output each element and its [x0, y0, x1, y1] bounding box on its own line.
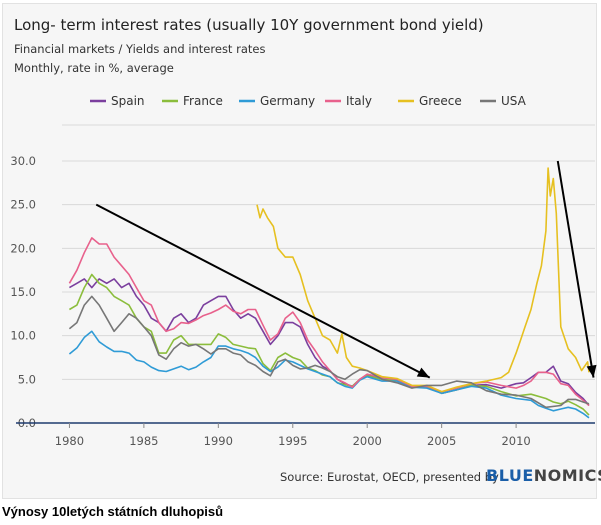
series-line-greece: [256, 167, 590, 393]
trend-arrow-line: [95, 203, 431, 379]
y-tick-label: 20.0: [10, 241, 36, 255]
legend-label-italy[interactable]: Italy: [346, 94, 372, 108]
image-caption: Výnosy 10letých státních dluhopisů: [2, 504, 224, 519]
series-line-germany: [68, 330, 590, 419]
y-tick-label: 25.0: [10, 198, 36, 212]
series-line-usa: [68, 295, 590, 409]
x-tick-label: 2010: [501, 434, 530, 448]
x-tick-label: 1990: [204, 434, 233, 448]
trend-arrow-head: [586, 364, 597, 378]
x-tick-label: 1985: [129, 434, 158, 448]
legend-label-greece[interactable]: Greece: [419, 94, 462, 108]
chart-frame: [2, 3, 597, 499]
y-tick-label: 10.0: [10, 329, 36, 343]
x-tick-label: 1980: [55, 434, 84, 448]
chart-subtitle-units: Monthly, rate in %, average: [14, 61, 174, 75]
x-tick-label: 2000: [353, 434, 382, 448]
brand-prefix: BLUE: [486, 466, 534, 485]
y-tick-label: 30.0: [10, 154, 36, 168]
trend-arrow-line: [556, 160, 595, 378]
y-tick-label: 5.0: [18, 372, 36, 386]
legend-label-france[interactable]: France: [183, 94, 223, 108]
trend-arrow-head: [416, 367, 430, 378]
y-tick-label: 15.0: [10, 285, 36, 299]
chart-title: Long- term interest rates (usually 10Y g…: [14, 16, 484, 34]
series-line-spain: [69, 278, 590, 407]
x-tick-label: 2005: [427, 434, 456, 448]
bluenomics-logo: BLUENOMICS: [486, 466, 601, 485]
series-line-italy: [68, 237, 590, 407]
legend-label-germany[interactable]: Germany: [260, 94, 315, 108]
legend-label-usa[interactable]: USA: [501, 94, 527, 108]
legend-label-spain[interactable]: Spain: [111, 94, 145, 108]
chart-subtitle-category: Financial markets / Yields and interest …: [14, 42, 266, 56]
source-note: Source: Eurostat, OECD, presented by: [280, 470, 499, 484]
brand-suffix: NOMICS: [533, 466, 601, 485]
x-tick-label: 1995: [278, 434, 307, 448]
